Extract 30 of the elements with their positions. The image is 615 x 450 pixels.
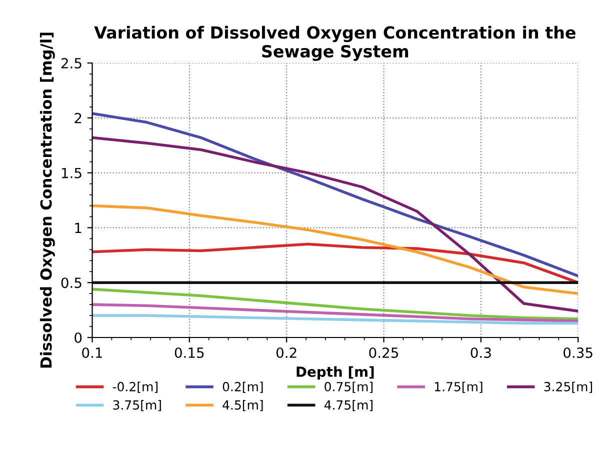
line-series [92,303,578,322]
y-tick-label: 2.5 [61,58,82,68]
line-series [92,136,578,313]
y-tick-label: 0 [74,332,82,343]
chart-title: Variation of Dissolved Oxygen Concentration in the Sewage System [94,26,576,61]
y-tick-label: 1.5 [62,168,82,178]
y-axis-title: Dissolved Oxygen Concentration [mg/l] [40,32,55,368]
x-axis-title: Depth [m] [296,366,374,380]
line-series [92,112,578,278]
x-tick-label: 0.3 [470,347,491,358]
y-tick-label: 2 [74,112,82,124]
legend-label: 3.25[m] [544,382,592,393]
legend-label: 3.75[m] [113,400,161,412]
line-series [92,288,578,320]
legend-label: -0.2[m] [112,382,158,393]
legend-label: 4.75[m] [324,400,373,412]
legend-label: 4.5[m] [222,400,263,412]
legend-label: 0.2[m] [222,382,263,393]
x-tick-label: 0.35 [564,347,592,358]
y-tick-label: 0.5 [61,278,82,288]
line-series [92,204,578,295]
legend-label: 0.75[m] [324,382,373,393]
legend-label: 1.75[m] [434,382,482,393]
y-tick-label: 1 [75,222,82,233]
x-tick-label: 0.2 [276,347,296,358]
x-tick-label: 0.1 [82,347,102,358]
x-tick-label: 0.15 [174,347,204,358]
line-series [92,242,578,284]
x-tick-label: 0.25 [369,347,398,358]
line-series [92,314,578,325]
